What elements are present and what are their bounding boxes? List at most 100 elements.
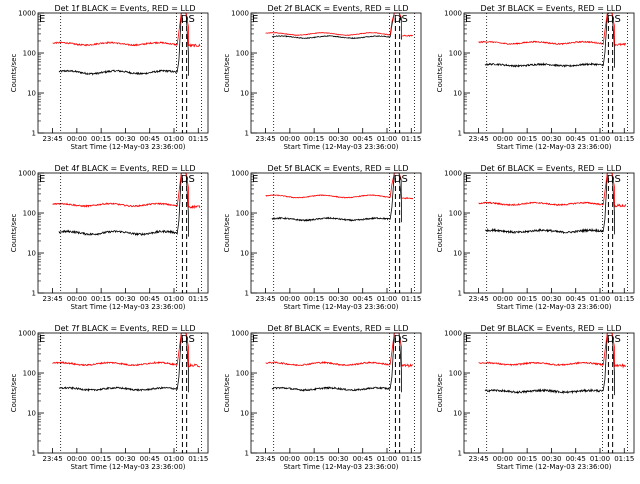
x-tick-label: 00:00	[493, 455, 513, 463]
series-line-lld	[265, 332, 414, 368]
x-tick-label: 01:00	[590, 295, 610, 303]
x-tick-label: 00:30	[328, 295, 348, 303]
y-axis-label: Counts/sec	[10, 214, 18, 253]
y-tick-label: 100	[449, 210, 462, 218]
x-tick-label: 01:15	[401, 455, 421, 463]
x-tick-label: 00:30	[115, 295, 135, 303]
marker-label-ds: DS	[181, 334, 195, 345]
x-tick-label: 00:45	[140, 455, 160, 463]
panel-title: Det 3f BLACK = Events, RED = LLD	[480, 4, 621, 13]
det-panel-1: 1 10 100 1000 23:45 00:00 00:15 00:30 00:45 01:00…	[10, 4, 209, 151]
x-tick-label: 23:45	[255, 135, 275, 143]
x-tick-label: 00:45	[140, 295, 160, 303]
plot-frame	[37, 172, 209, 294]
series-line-events	[484, 332, 615, 396]
x-tick-label: 01:00	[377, 135, 397, 143]
series-line-events	[271, 172, 402, 223]
x-tick-label: 00:45	[353, 135, 373, 143]
det-panel-3: 1 10 100 1000 23:45 00:00 00:15 00:30 00:45 01:00…	[436, 4, 635, 151]
y-tick-label: 1000	[444, 10, 462, 18]
y-tick-label: 100	[449, 50, 462, 58]
x-tick-label: 01:15	[188, 295, 208, 303]
plot-frame	[37, 332, 209, 454]
marker-label-ds: DS	[181, 174, 195, 185]
plot-frame	[250, 172, 422, 294]
x-tick-label: 00:30	[541, 455, 561, 463]
x-tick-label: 00:45	[566, 455, 586, 463]
x-tick-label: 00:45	[566, 135, 586, 143]
y-tick-label: 1	[245, 450, 249, 458]
y-tick-label: 1	[245, 130, 249, 138]
y-axis-label: Counts/sec	[10, 54, 18, 93]
y-axis-label: Counts/sec	[223, 54, 231, 93]
series-line-lld	[478, 332, 627, 369]
x-tick-label: 00:15	[517, 295, 537, 303]
x-tick-label: 00:15	[304, 455, 324, 463]
x-tick-label: 00:30	[328, 455, 348, 463]
plot-frame	[250, 12, 422, 134]
y-tick-label: 10	[27, 250, 36, 258]
x-tick-label: 00:15	[304, 135, 324, 143]
x-tick-label: 00:45	[353, 455, 373, 463]
x-tick-label: 01:00	[590, 455, 610, 463]
series-line-lld	[265, 12, 413, 37]
marker-label-ds: DS	[607, 174, 621, 185]
x-axis-label: Start Time (12-May-03 23:36:00)	[496, 463, 611, 471]
panel-title: Det 7f BLACK = Events, RED = LLD	[54, 324, 195, 333]
x-axis-label: Start Time (12-May-03 23:36:00)	[283, 143, 398, 151]
y-tick-label: 100	[236, 370, 249, 378]
det-panel-7: 1 10 100 1000 23:45 00:00 00:15 00:30 00:45 01:00…	[10, 324, 209, 471]
series-line-events	[271, 12, 402, 40]
y-tick-label: 100	[449, 370, 462, 378]
panel-title: Det 2f BLACK = Events, RED = LLD	[267, 4, 408, 13]
series-line-events	[58, 12, 189, 76]
x-axis-label: Start Time (12-May-03 23:36:00)	[70, 143, 185, 151]
x-tick-label: 01:15	[401, 295, 421, 303]
x-tick-label: 00:30	[328, 135, 348, 143]
x-tick-label: 00:00	[280, 295, 300, 303]
series-line-lld	[478, 12, 627, 47]
x-tick-label: 01:15	[401, 135, 421, 143]
panel-title: Det 4f BLACK = Events, RED = LLD	[54, 164, 195, 173]
series-line-events	[58, 332, 189, 393]
x-tick-label: 00:45	[140, 135, 160, 143]
x-tick-label: 23:45	[468, 135, 488, 143]
y-tick-label: 1000	[18, 330, 36, 338]
x-tick-label: 23:45	[255, 455, 275, 463]
x-tick-label: 00:00	[67, 455, 87, 463]
panel-title: Det 6f BLACK = Events, RED = LLD	[480, 164, 621, 173]
y-tick-label: 100	[23, 50, 36, 58]
marker-label-e: E	[465, 174, 471, 185]
marker-label-e: E	[252, 334, 258, 345]
marker-label-ds: DS	[394, 14, 408, 25]
marker-label-ds: DS	[394, 334, 408, 345]
y-axis-label: Counts/sec	[436, 214, 444, 253]
x-tick-label: 23:45	[468, 295, 488, 303]
x-tick-label: 00:30	[115, 135, 135, 143]
y-tick-label: 100	[23, 370, 36, 378]
marker-label-e: E	[465, 334, 471, 345]
y-axis-label: Counts/sec	[436, 374, 444, 413]
y-tick-label: 10	[453, 250, 462, 258]
panel-title: Det 5f BLACK = Events, RED = LLD	[267, 164, 408, 173]
x-axis-label: Start Time (12-May-03 23:36:00)	[283, 463, 398, 471]
x-tick-label: 00:30	[115, 455, 135, 463]
plot-frame	[463, 332, 635, 454]
series-line-lld	[52, 12, 201, 48]
x-tick-label: 01:15	[188, 455, 208, 463]
x-tick-label: 00:15	[517, 135, 537, 143]
det-panel-2: 1 10 100 1000 23:45 00:00 00:15 00:30 00:45 01:00…	[223, 4, 422, 151]
series-line-events	[484, 12, 615, 68]
marker-label-e: E	[252, 14, 258, 25]
y-tick-label: 10	[240, 90, 249, 98]
y-tick-label: 1000	[18, 10, 36, 18]
x-tick-label: 23:45	[42, 455, 62, 463]
panel-title: Det 1f BLACK = Events, RED = LLD	[54, 4, 195, 13]
y-tick-label: 1	[32, 130, 36, 138]
y-tick-label: 1000	[18, 170, 36, 178]
x-tick-label: 01:00	[164, 455, 184, 463]
y-axis-label: Counts/sec	[223, 374, 231, 413]
plot-frame	[250, 332, 422, 454]
marker-label-e: E	[39, 174, 45, 185]
